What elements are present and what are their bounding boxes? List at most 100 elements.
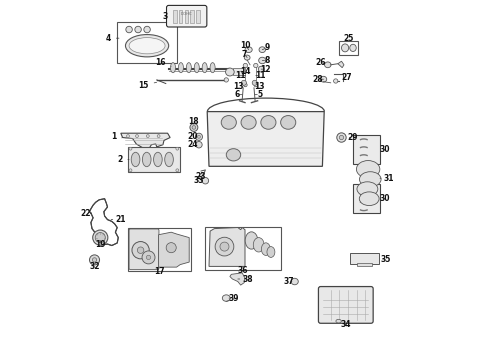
Ellipse shape — [190, 123, 198, 131]
Ellipse shape — [202, 177, 209, 184]
Bar — [117, 22, 176, 63]
Ellipse shape — [254, 63, 258, 68]
Ellipse shape — [261, 243, 270, 256]
Ellipse shape — [131, 152, 140, 167]
Ellipse shape — [334, 79, 338, 83]
Text: 17: 17 — [154, 267, 165, 276]
Text: 13: 13 — [254, 82, 265, 91]
Text: 1: 1 — [111, 132, 122, 141]
Bar — [190, 10, 194, 23]
Ellipse shape — [221, 116, 236, 129]
Text: 5: 5 — [255, 90, 263, 99]
Ellipse shape — [215, 237, 234, 256]
Polygon shape — [121, 133, 170, 148]
Ellipse shape — [186, 63, 192, 73]
Ellipse shape — [259, 57, 266, 64]
Ellipse shape — [147, 255, 151, 260]
Polygon shape — [230, 273, 245, 285]
Ellipse shape — [253, 238, 264, 252]
Ellipse shape — [220, 242, 229, 251]
Ellipse shape — [258, 66, 264, 72]
Ellipse shape — [129, 147, 132, 150]
Bar — [353, 184, 380, 213]
Ellipse shape — [244, 83, 247, 87]
Bar — [353, 135, 380, 164]
FancyBboxPatch shape — [167, 5, 207, 27]
Text: 28: 28 — [313, 75, 323, 84]
Text: 16: 16 — [155, 58, 171, 67]
Ellipse shape — [291, 278, 298, 285]
Ellipse shape — [281, 116, 296, 129]
Ellipse shape — [267, 247, 275, 257]
Text: 4: 4 — [105, 34, 119, 43]
Text: 2: 2 — [117, 155, 129, 164]
Ellipse shape — [129, 169, 132, 172]
Ellipse shape — [143, 152, 151, 167]
Ellipse shape — [342, 44, 349, 52]
Ellipse shape — [356, 161, 380, 178]
Text: 18: 18 — [189, 117, 199, 126]
Ellipse shape — [93, 230, 108, 245]
Ellipse shape — [241, 116, 256, 129]
Bar — [350, 253, 379, 264]
Bar — [179, 10, 182, 23]
Text: 35: 35 — [381, 255, 392, 264]
Ellipse shape — [254, 83, 258, 87]
Ellipse shape — [320, 76, 327, 82]
Polygon shape — [159, 232, 189, 267]
Ellipse shape — [90, 255, 99, 265]
Ellipse shape — [202, 63, 207, 73]
Ellipse shape — [165, 152, 173, 167]
Polygon shape — [209, 228, 245, 266]
Ellipse shape — [171, 63, 175, 73]
Text: 6: 6 — [234, 90, 242, 99]
Text: 37: 37 — [284, 277, 294, 286]
Text: DOHC: DOHC — [181, 12, 193, 17]
Text: 39: 39 — [228, 294, 239, 302]
Ellipse shape — [92, 258, 97, 262]
Text: 21: 21 — [111, 215, 126, 224]
Ellipse shape — [126, 135, 129, 138]
Ellipse shape — [226, 149, 241, 161]
Ellipse shape — [194, 63, 199, 73]
Ellipse shape — [261, 116, 276, 129]
Ellipse shape — [196, 141, 202, 148]
Ellipse shape — [176, 147, 179, 150]
Text: 15: 15 — [138, 81, 157, 90]
Ellipse shape — [243, 63, 247, 68]
Text: 23: 23 — [196, 172, 206, 181]
Ellipse shape — [360, 172, 381, 187]
Bar — [128, 147, 180, 172]
Ellipse shape — [142, 251, 155, 264]
Ellipse shape — [324, 62, 331, 68]
Ellipse shape — [225, 68, 234, 76]
Bar — [357, 263, 372, 266]
Polygon shape — [90, 199, 118, 246]
Text: 13: 13 — [234, 82, 244, 91]
Bar — [339, 41, 358, 55]
Text: 19: 19 — [95, 240, 105, 249]
Ellipse shape — [176, 169, 179, 172]
Text: 30: 30 — [379, 194, 390, 203]
Ellipse shape — [259, 47, 266, 53]
Text: 10: 10 — [241, 41, 251, 50]
Text: 26: 26 — [316, 58, 326, 67]
Text: 36: 36 — [238, 266, 248, 275]
Ellipse shape — [252, 80, 257, 85]
Text: 14: 14 — [240, 67, 250, 76]
Ellipse shape — [132, 242, 149, 259]
Polygon shape — [338, 61, 344, 68]
Ellipse shape — [359, 192, 379, 206]
Text: 9: 9 — [262, 43, 270, 52]
Text: 32: 32 — [89, 262, 100, 271]
Ellipse shape — [125, 35, 169, 57]
Text: 30: 30 — [379, 145, 390, 154]
Ellipse shape — [245, 47, 252, 53]
Ellipse shape — [178, 63, 183, 73]
Text: 25: 25 — [343, 34, 354, 43]
Ellipse shape — [337, 133, 346, 142]
Ellipse shape — [242, 80, 246, 85]
Text: 33: 33 — [194, 176, 204, 185]
Ellipse shape — [336, 319, 342, 323]
Text: 11: 11 — [256, 71, 266, 80]
